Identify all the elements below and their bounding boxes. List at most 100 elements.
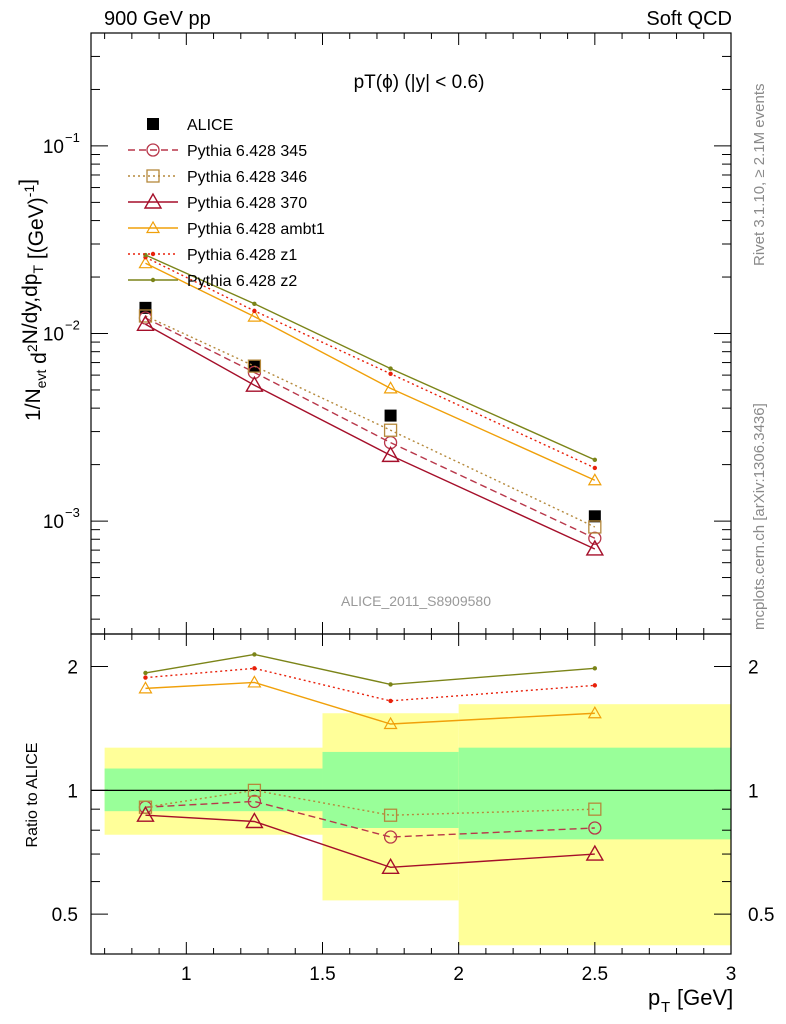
x-tick-label: 2 — [453, 964, 464, 985]
y-tick-label: 10 −1 — [43, 130, 80, 158]
y-tick-label-left: 0.5 — [52, 905, 78, 926]
data-point-s370 — [136, 805, 155, 822]
series-line-ambt1 — [145, 262, 596, 481]
chart-title: pT(ϕ) (|y| < 0.6) — [354, 72, 485, 93]
legend-label: Pythia 6.428 z2 — [187, 273, 297, 290]
data-point-z2 — [592, 457, 598, 463]
y-tick-label-base: 10 — [43, 325, 64, 346]
series-line-z1 — [145, 667, 595, 702]
y-tick-label-base: 10 — [43, 137, 64, 158]
data-point-s346 — [247, 359, 262, 373]
legend-marker — [143, 192, 163, 209]
ratio-panel: 1 1.5 2 2.5 3 0.5 0.5 1 1 2 2 p T [GeV] Ratio to ALICE — [24, 633, 774, 1016]
data-point-z2 — [252, 301, 257, 306]
data-point-z1 — [143, 675, 148, 680]
data-point-z1 — [388, 371, 393, 376]
data-point-alice — [588, 510, 601, 523]
series-line-z1 — [145, 256, 596, 469]
y-tick-label: 10 −2 — [43, 318, 80, 346]
data-point-s370 — [381, 445, 400, 463]
data-point-s370 — [585, 539, 605, 556]
series-line-s370 — [145, 323, 596, 550]
analysis-id-watermark: ALICE_2011_S8909580 — [341, 593, 491, 609]
data-point-z2 — [388, 682, 393, 687]
data-point-z2 — [388, 366, 393, 371]
data-point-s345 — [247, 794, 262, 809]
data-point-s345 — [588, 531, 602, 545]
data-point-z1 — [592, 465, 598, 471]
data-point-z1 — [252, 666, 257, 671]
data-point-ambt1 — [138, 681, 153, 694]
data-point-z2 — [143, 670, 148, 676]
data-point-s346 — [138, 309, 153, 323]
legend-marker — [147, 118, 159, 130]
data-point-s370 — [245, 812, 264, 829]
legend-label: Pythia 6.428 z1 — [187, 247, 297, 264]
data-point-ambt1 — [383, 716, 398, 730]
series-line-z2 — [145, 653, 595, 686]
legend: ALICE Pythia 6.428 345 Pythia 6.428 346 Pyt… — [128, 117, 325, 290]
data-point-ambt1 — [247, 675, 262, 688]
x-axis-label-sub: T — [661, 999, 670, 1016]
header-energy-label: 900 GeV pp — [104, 8, 211, 30]
rivet-version-label: Rivet 3.1.10, ≥ 2.1M events — [751, 83, 768, 267]
uncertainty-band-inner-2 — [458, 747, 731, 840]
data-point-s370 — [381, 857, 400, 874]
legend-item-s370: Pythia 6.428 370 — [128, 192, 307, 212]
legend-item-z1: Pythia 6.428 z1 — [128, 247, 297, 264]
header-category-label: Soft QCD — [646, 8, 732, 30]
data-point-ambt1 — [587, 473, 602, 486]
legend-label: ALICE — [187, 117, 233, 134]
x-tick-label: 1 — [181, 964, 192, 985]
legend-label: Pythia 6.428 345 — [187, 143, 307, 160]
series-line-s345 — [145, 800, 595, 838]
data-point-ambt1 — [587, 706, 602, 719]
ratio-y-axis-label: Ratio to ALICE — [24, 743, 41, 848]
x-axis-label-unit: [GeV] — [677, 985, 733, 1010]
data-point-s345 — [588, 821, 602, 835]
data-point-alice — [139, 301, 152, 314]
y-tick-label-right: 2 — [748, 658, 759, 679]
y-tick-label-exponent: −3 — [65, 505, 80, 520]
legend-marker — [150, 251, 156, 257]
legend-item-z2: Pythia 6.428 z2 — [128, 273, 297, 290]
series-line-s346 — [145, 315, 596, 528]
ratio-frame — [90, 633, 732, 955]
y-tick-label-base: 10 — [43, 512, 64, 533]
data-point-s370 — [245, 375, 264, 392]
series-line-z2 — [145, 254, 596, 461]
data-point-s346 — [138, 800, 153, 814]
y-tick-label-left: 1 — [67, 781, 78, 802]
data-point-z2 — [592, 666, 598, 671]
y-tick-label: 10 −3 — [43, 505, 80, 533]
legend-label: Pythia 6.428 ambt1 — [187, 221, 325, 238]
data-point-s370 — [136, 314, 155, 331]
data-point-s345 — [383, 830, 398, 844]
y-tick-label-right: 1 — [748, 781, 759, 802]
legend-item-data: ALICE — [147, 117, 233, 134]
legend-marker — [145, 220, 161, 234]
data-point-s346 — [383, 423, 398, 437]
legend-marker — [150, 277, 156, 283]
legend-label: Pythia 6.428 370 — [187, 195, 307, 212]
series-line-s346 — [145, 789, 595, 816]
x-axis-label-p: p — [648, 985, 660, 1010]
y-axis-label: 1/Nevt d2N/dy,dpT [(GeV)-1] — [16, 179, 51, 421]
data-point-z1 — [592, 683, 598, 688]
data-point-ambt1 — [383, 381, 398, 394]
legend-item-ambt1: Pythia 6.428 ambt1 — [128, 220, 325, 238]
y-tick-label-exponent: −1 — [65, 130, 80, 145]
main-panel: 10−110−210 −31/Nevt d2N/dy,dpT [(GeV)-1]p… — [16, 32, 732, 635]
data-point-s346 — [588, 520, 602, 534]
x-tick-label: 3 — [726, 964, 737, 985]
y-tick-label-left: 2 — [67, 658, 78, 679]
data-point-s370 — [585, 844, 605, 861]
x-axis-label: p T [GeV] — [648, 985, 733, 1016]
data-point-ambt1 — [247, 309, 262, 322]
legend-label: Pythia 6.428 346 — [187, 169, 307, 186]
data-point-z2 — [252, 652, 257, 657]
data-point-z1 — [252, 308, 257, 314]
legend-marker — [146, 143, 160, 157]
y-tick-label-right: 0.5 — [748, 905, 774, 926]
